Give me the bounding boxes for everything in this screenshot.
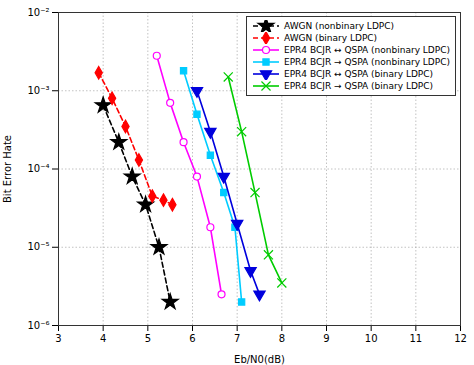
html-text:EPR4 BCJR → QSPA (binary LDPC): EPR4 BCJR → QSPA (binary LDPC) — [284, 81, 434, 91]
svg-text:3: 3 — [55, 333, 61, 344]
svg-text:4: 4 — [100, 333, 106, 344]
svg-text:11: 11 — [409, 333, 422, 344]
svg-text:Bit Error Hate: Bit Error Hate — [2, 135, 13, 203]
svg-text:5: 5 — [145, 333, 151, 344]
svg-text:10⁻⁵: 10⁻⁵ — [27, 241, 49, 252]
svg-text:9: 9 — [323, 333, 329, 344]
svg-text:10: 10 — [365, 333, 378, 344]
svg-text:10⁻⁶: 10⁻⁶ — [27, 320, 49, 331]
html-text:EPR4 BCJR ↔ QSPA (nonbinary LD: EPR4 BCJR ↔ QSPA (nonbinary LDPC) — [284, 45, 450, 55]
svg-text:Eb/N0(dB): Eb/N0(dB) — [234, 354, 285, 365]
html-text:EPR4 BCJR → QSPA (nonbinary LD: EPR4 BCJR → QSPA (nonbinary LDPC) — [284, 57, 450, 67]
svg-text:10⁻²: 10⁻² — [27, 7, 49, 18]
svg-text:10⁻⁴: 10⁻⁴ — [27, 163, 49, 174]
svg-text:12: 12 — [454, 333, 467, 344]
html-text:AWGN (binary LDPC): AWGN (binary LDPC) — [284, 33, 378, 43]
svg-text:7: 7 — [234, 333, 240, 344]
html-text:EPR4 BCJR ↔ QSPA (binary LDPC): EPR4 BCJR ↔ QSPA (binary LDPC) — [284, 69, 434, 79]
svg-text:6: 6 — [189, 333, 195, 344]
svg-text:8: 8 — [279, 333, 285, 344]
svg-text:10⁻³: 10⁻³ — [27, 85, 49, 96]
html-text:AWGN (nonbinary LDPC): AWGN (nonbinary LDPC) — [284, 21, 394, 31]
